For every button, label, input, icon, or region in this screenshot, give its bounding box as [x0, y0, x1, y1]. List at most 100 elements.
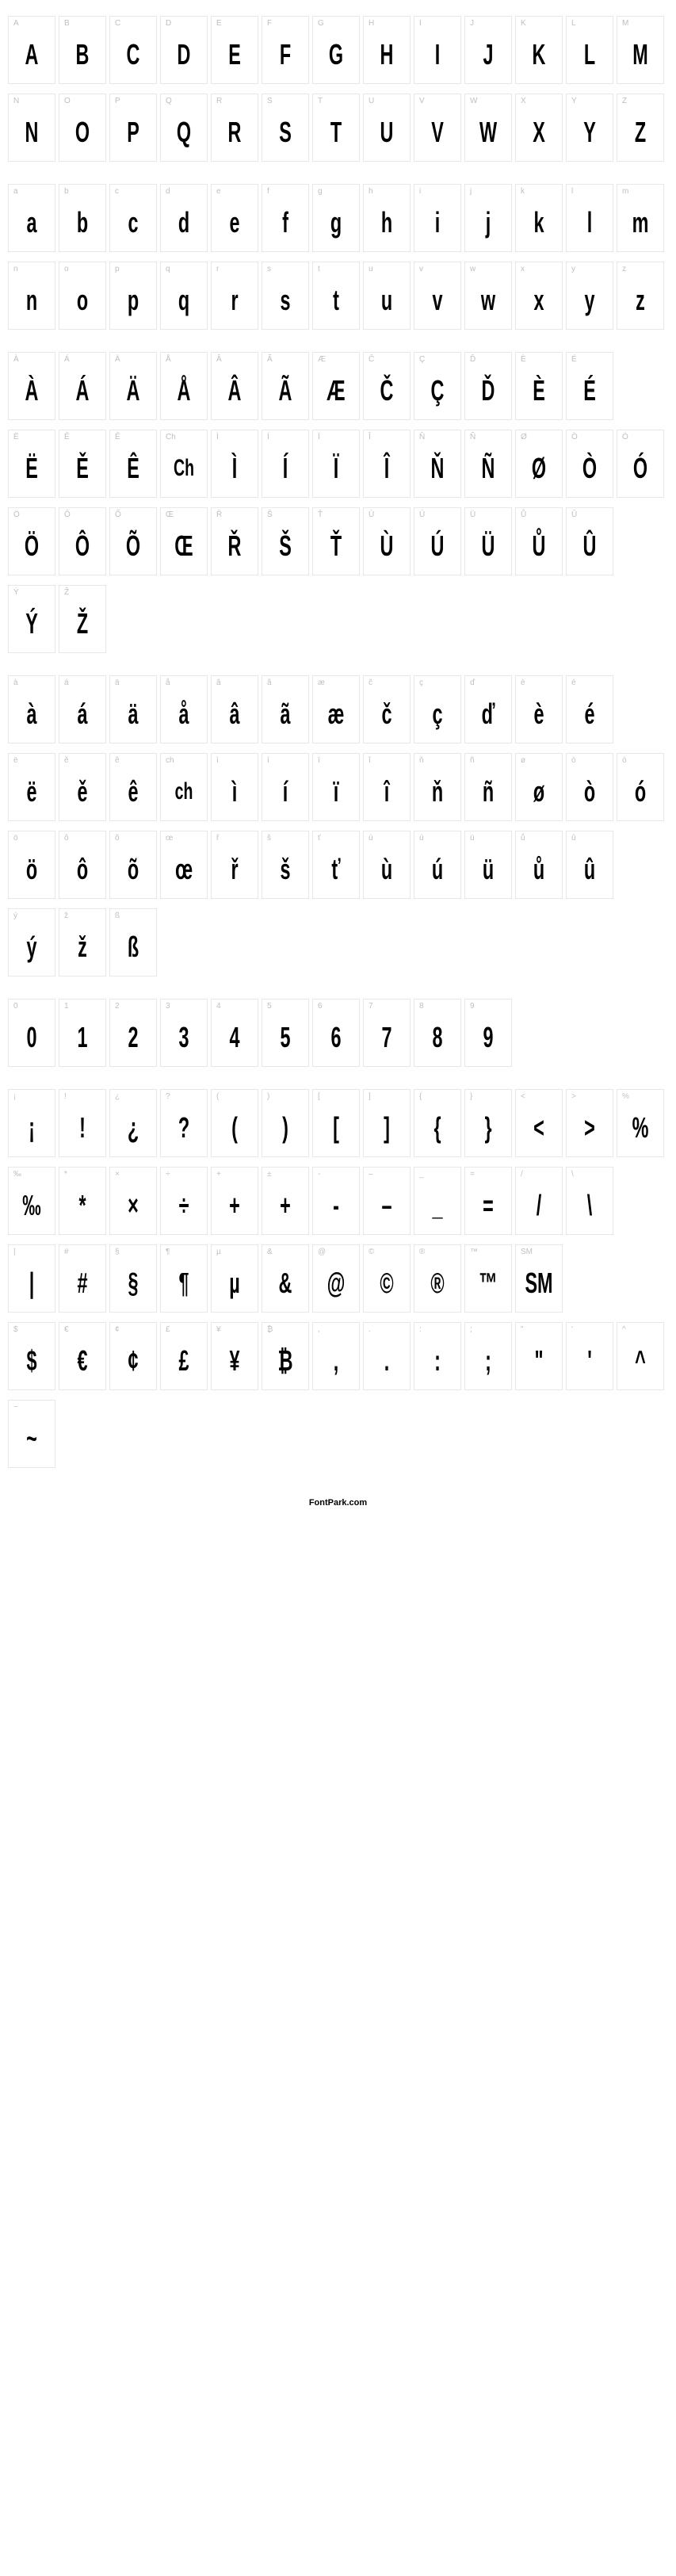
glyph-label: ó	[617, 754, 663, 768]
glyph-cell: TT	[312, 94, 360, 162]
glyph-cell: <<	[515, 1089, 563, 1157]
glyph: n	[17, 277, 47, 329]
glyph: ê	[118, 768, 148, 820]
glyph-cell: ZZ	[617, 94, 664, 162]
glyph-cell: MM	[617, 16, 664, 84]
glyph: ß	[118, 923, 148, 976]
glyph-label: &	[262, 1245, 308, 1259]
glyph: e	[220, 199, 250, 251]
glyph-label: ř	[212, 831, 258, 846]
glyph-label: D	[161, 17, 207, 31]
glyph-label: u	[364, 262, 410, 277]
glyph: Ž	[67, 600, 97, 652]
glyph: h	[372, 199, 402, 251]
glyph-cell: ÑÑ	[464, 430, 512, 498]
glyph-cell: dd	[160, 184, 208, 252]
glyph-label: ü	[465, 831, 511, 846]
glyph-label: V	[414, 94, 460, 109]
glyph: ú	[422, 846, 453, 898]
glyph-cell: $$	[8, 1322, 55, 1390]
glyph-cell: ëë	[8, 753, 55, 821]
glyph-cell: čč	[363, 675, 411, 743]
glyph-cell: ÒÒ	[566, 430, 613, 498]
glyph-label: Ž	[59, 586, 105, 600]
glyph-cell: ÙÙ	[363, 507, 411, 575]
glyph-label: ?	[161, 1090, 207, 1104]
glyph: P	[118, 109, 148, 161]
glyph-label: v	[414, 262, 460, 277]
glyph: C	[118, 31, 148, 83]
glyph-label: é	[567, 676, 613, 690]
glyph: +	[270, 1182, 300, 1234]
glyph-cell: ÓÓ	[617, 430, 664, 498]
glyph-cell: ©©	[363, 1244, 411, 1313]
glyph-label: Ó	[617, 430, 663, 445]
glyph-label: û	[567, 831, 613, 846]
glyph: O	[67, 109, 97, 161]
glyph: *	[67, 1182, 97, 1234]
glyph-label: %	[617, 1090, 663, 1104]
glyph: Y	[575, 109, 605, 161]
glyph-label: d	[161, 185, 207, 199]
glyph: >	[575, 1104, 605, 1156]
glyph-cell: ýý	[8, 908, 55, 977]
glyph: 3	[169, 1014, 199, 1066]
glyph-label: á	[59, 676, 105, 690]
glyph-label: _	[414, 1168, 460, 1182]
glyph-label: ¿	[110, 1090, 156, 1104]
glyph-label: j	[465, 185, 511, 199]
glyph-label: č	[364, 676, 410, 690]
glyph-cell: 55	[262, 999, 309, 1067]
glyph-label: ď	[465, 676, 511, 690]
glyph-cell: ™™	[464, 1244, 512, 1313]
glyph-cell: %%	[617, 1089, 664, 1157]
glyph-label: F	[262, 17, 308, 31]
glyph-cell: ŠŠ	[262, 507, 309, 575]
glyph-label: Ä	[110, 353, 156, 367]
glyph-cell: ||	[8, 1244, 55, 1313]
glyph-label: X	[516, 94, 562, 109]
glyph-label: œ	[161, 831, 207, 846]
glyph-cell: ØØ	[515, 430, 563, 498]
glyph: E	[220, 31, 250, 83]
glyph: ‰	[17, 1182, 47, 1234]
glyph: ø	[524, 768, 554, 820]
glyph: Č	[372, 367, 402, 419]
glyph-cell: òò	[566, 753, 613, 821]
glyph-label: Ù	[364, 508, 410, 522]
glyph-cell: KK	[515, 16, 563, 84]
glyph-cell: --	[312, 1167, 360, 1235]
glyph-label: š	[262, 831, 308, 846]
glyph-cell: íí	[262, 753, 309, 821]
glyph: ý	[17, 923, 47, 976]
glyph-cell: ĎĎ	[464, 352, 512, 420]
glyph-cell: JJ	[464, 16, 512, 84]
glyph: L	[575, 31, 605, 83]
glyph-label: 4	[212, 999, 258, 1014]
glyph-cell: hh	[363, 184, 411, 252]
glyph: Z	[625, 109, 655, 161]
glyph-cell: nn	[8, 262, 55, 330]
glyph-cell: ChCh	[160, 430, 208, 498]
glyph-cell: ÕÕ	[109, 507, 157, 575]
glyph: ò	[575, 768, 605, 820]
glyph: –	[372, 1182, 402, 1234]
glyph: Ñ	[473, 445, 503, 497]
glyph-label: Ç	[414, 353, 460, 367]
glyph-cell: áá	[59, 675, 106, 743]
glyph-cell: tt	[312, 262, 360, 330]
glyph-cell: rr	[211, 262, 258, 330]
glyph-label: Í	[262, 430, 308, 445]
glyph-label: Ø	[516, 430, 562, 445]
glyph: Q	[169, 109, 199, 161]
glyph: ì	[220, 768, 250, 820]
glyph-label: ç	[414, 676, 460, 690]
glyph-cell: µµ	[211, 1244, 258, 1313]
glyph-label: |	[9, 1245, 55, 1259]
glyph: T	[321, 109, 351, 161]
glyph: Ch	[169, 445, 199, 497]
glyph: Â	[220, 367, 250, 419]
glyph: .	[372, 1337, 402, 1389]
glyph-cell: FF	[262, 16, 309, 84]
glyph-cell: YY	[566, 94, 613, 162]
